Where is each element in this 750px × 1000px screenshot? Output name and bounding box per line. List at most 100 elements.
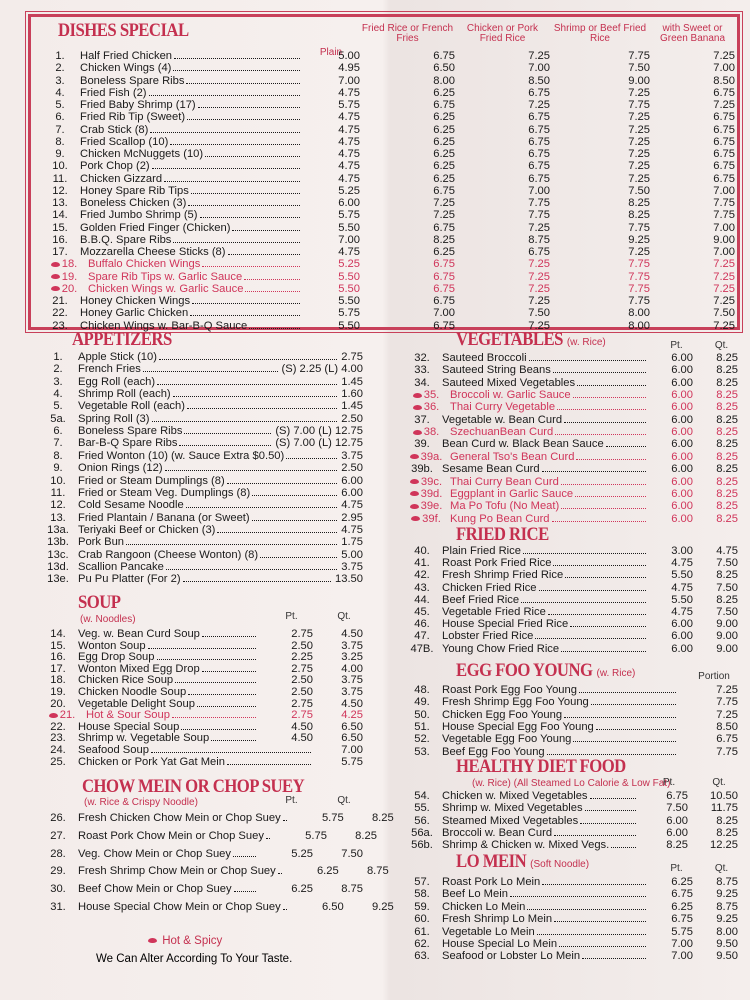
item-number: 13b. xyxy=(47,536,69,549)
dot-leader xyxy=(538,589,646,591)
menu-item: 3. Egg Roll (each) 1.45 xyxy=(38,376,363,388)
item-price: 6.00 xyxy=(671,500,693,513)
item-price: 8.00 xyxy=(433,74,455,87)
item-price: 2.50 xyxy=(341,462,363,475)
menu-item: 22. Honey Garlic Chicken 5.75 7.00 7.50 8.00 7… xyxy=(40,307,735,319)
menu-item: 19. Spare Rib Tips w. Garlic Sauce 5.50 6.7… xyxy=(40,271,735,283)
dot-leader xyxy=(570,626,646,628)
section-title: CHOW MEIN OR CHOP SUEY xyxy=(82,776,305,797)
item-price: 7.25 xyxy=(628,246,650,258)
menu-item: 34. Sauteed Mixed Vegetables 6.00 8.25 xyxy=(402,377,738,389)
menu-item: 50. Chicken Egg Foo Young 7.25 xyxy=(402,709,738,721)
menu-item: 13c. Crab Rangoon (Cheese Wonton) (8) 5.00 xyxy=(38,549,363,561)
item-name: Vegetable Lo Mein xyxy=(442,925,535,938)
item-price: 6.75 xyxy=(713,86,735,99)
dot-leader xyxy=(536,933,646,935)
pepper-icon xyxy=(50,286,60,292)
item-name: Bar-B-Q Spare Ribs xyxy=(78,437,178,450)
menu-item: 3. Boneless Spare Ribs 7.00 8.00 8.50 9.00 8.5… xyxy=(40,75,735,87)
menu-item: 54. Chicken w. Mixed Vegetables 6.75 10.50 xyxy=(402,790,738,802)
item-name: Fried Wonton (10) (w. Sauce Extra $0.50) xyxy=(78,449,285,462)
menu-item: 56b. Shrimp & Chicken w. Mixed Vegs. 8.25 1… xyxy=(402,839,738,851)
item-name: Ma Po Tofu (No Meat) xyxy=(450,500,560,513)
item-number: 18. xyxy=(40,258,88,270)
item-price: 7.00 xyxy=(433,307,455,320)
item-name: Teriyaki Beef or Chicken (3) xyxy=(78,523,216,536)
item-name: Egg Roll (each) xyxy=(78,375,156,388)
item-price: 8.75 xyxy=(716,876,738,888)
menu-item: 2. French Fries (S) 2.25 (L) 4.00 xyxy=(38,363,363,375)
dot-leader xyxy=(233,891,256,893)
item-price: 8.25 xyxy=(716,593,738,606)
item-price: 7.75 xyxy=(716,696,738,709)
item-price: 6.75 xyxy=(713,172,735,185)
item-number: 43. xyxy=(414,581,430,594)
item-price: 4.75 xyxy=(338,123,360,136)
item-price: 7.75 xyxy=(628,282,650,295)
item-price: 6.00 xyxy=(671,618,693,631)
item-price: 6.25 xyxy=(433,135,455,148)
item-price: 4.95 xyxy=(338,62,360,75)
item-price: 7.50 xyxy=(716,557,738,570)
item-price: 6.25 xyxy=(671,900,693,913)
item-price: 5.75 xyxy=(338,99,360,111)
item-price: 9.25 xyxy=(371,901,394,913)
column-header: Pt. xyxy=(285,795,298,806)
item-name: Vegetable Fried Rice xyxy=(442,606,546,618)
pepper-icon xyxy=(411,516,421,522)
item-name: Chicken or Pork Yat Gat Mein xyxy=(78,755,225,768)
item-name: Fried Jumbo Shrimp (5) xyxy=(80,209,198,222)
item-name: Vegetable Egg Foo Young xyxy=(442,733,572,746)
column-header: Pt. xyxy=(662,777,676,788)
menu-item: 6. Boneless Spare Ribs (S) 7.00 (L) 12.75 xyxy=(38,425,363,437)
dot-leader xyxy=(605,446,646,448)
item-number: 14. xyxy=(52,209,68,222)
item-number: 32. xyxy=(414,352,430,364)
item-price: 5.50 xyxy=(338,221,360,234)
item-price: 3.25 xyxy=(341,651,363,664)
item-number: 19. xyxy=(40,271,88,283)
menu-item: 58. Beef Lo Mein 6.75 9.25 xyxy=(402,888,738,900)
item-price: 7.75 xyxy=(716,745,738,758)
item-name: Shrimp w. Mixed Vegetables xyxy=(442,802,583,815)
dot-leader xyxy=(165,568,338,570)
item-number: 10. xyxy=(50,474,66,487)
column-header: Portion xyxy=(698,671,730,682)
item-name: Thai Curry Vegetable xyxy=(450,401,556,414)
dot-leader xyxy=(187,119,300,121)
item-price: 5.25 xyxy=(338,184,360,197)
item-price: 6.00 xyxy=(671,389,693,402)
item-name: Buffalo Chicken Wings xyxy=(88,258,201,271)
item-price: 7.25 xyxy=(713,270,735,283)
item-name: Roast Pork Fried Rice xyxy=(442,557,552,570)
item-name: Chicken Noodle Soup xyxy=(78,686,187,698)
menu-item: 44. Beef Fried Rice 5.50 8.25 xyxy=(402,594,738,606)
dot-leader xyxy=(546,753,676,755)
item-name: Beef Fried Rice xyxy=(442,593,520,606)
column-header: Qt. xyxy=(714,340,729,351)
item-number: 44. xyxy=(414,593,430,606)
item-price: 6.75 xyxy=(528,135,550,148)
item-price: 6.00 xyxy=(671,364,693,377)
item-price: 6.75 xyxy=(713,160,735,173)
menu-item: 2. Chicken Wings (4) 4.95 6.50 7.00 7.50 7.00 xyxy=(40,62,735,74)
item-number: 12. xyxy=(50,499,66,512)
item-number: 59. xyxy=(414,900,430,913)
item-name: House Special Egg Foo Young xyxy=(442,720,594,733)
item-number: 35. xyxy=(402,389,450,401)
item-price: 4.75 xyxy=(671,581,693,594)
menu-item: 46. House Special Fried Rice 6.00 9.00 xyxy=(402,618,738,630)
item-name: Broccoli w. Bean Curd xyxy=(442,826,553,839)
menu-item: 12. Honey Spare Rib Tips 5.25 6.75 7.00 7.50 7… xyxy=(40,185,735,197)
item-number: 56a. xyxy=(411,826,433,839)
item-name: Thai Curry Bean Curd xyxy=(450,475,559,488)
item-price: 9.00 xyxy=(716,630,738,643)
menu-item: 63. Seafood or Lobster Lo Mein 7.00 9.50 xyxy=(402,950,738,962)
item-price: 6.25 xyxy=(433,172,455,185)
menu-item: 13b. Pork Bun 1.75 xyxy=(38,536,363,548)
item-price: 2.75 xyxy=(341,351,363,363)
item-price: 7.25 xyxy=(628,123,650,136)
item-price: 7.25 xyxy=(433,197,455,209)
menu-item: 13e. Pu Pu Platter (For 2) 13.50 xyxy=(38,573,363,585)
item-number: 54. xyxy=(414,790,430,802)
